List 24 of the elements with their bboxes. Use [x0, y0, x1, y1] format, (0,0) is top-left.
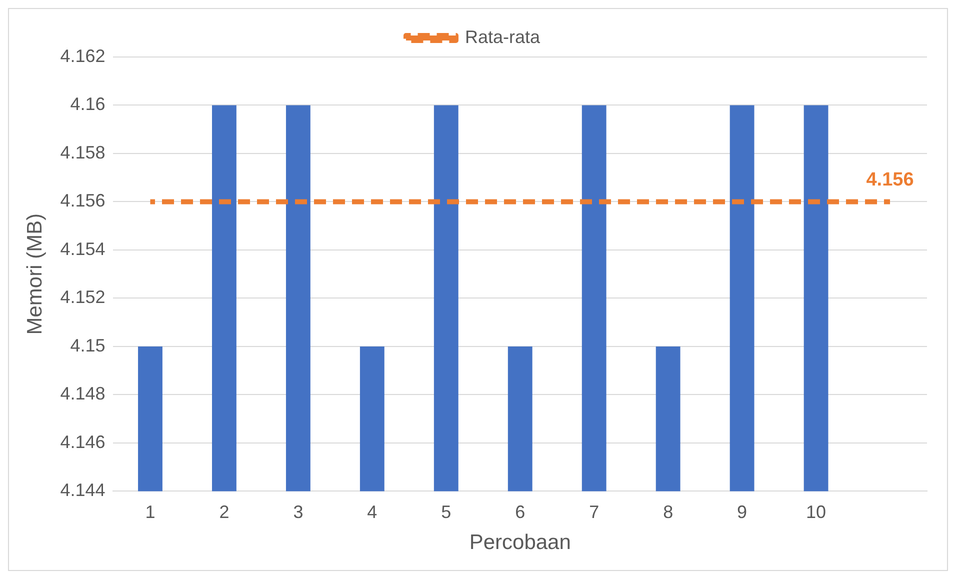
y-tick-label: 4.156	[60, 190, 106, 211]
x-tick-label: 6	[515, 502, 526, 522]
x-tick-label: 4	[367, 502, 378, 522]
data-label: 4.156	[866, 169, 914, 190]
y-tick-label: 4.152	[60, 287, 106, 308]
legend-label: Rata-rata	[464, 26, 542, 47]
x-tick-label: 10	[806, 502, 826, 522]
x-tick-label: 7	[589, 502, 600, 522]
y-tick-label: 4.162	[60, 46, 106, 66]
x-tick-label: 1	[145, 502, 156, 522]
x-tick-label: 2	[219, 502, 230, 522]
x-tick-label: 8	[663, 502, 674, 522]
y-tick-label: 4.144	[60, 480, 106, 500]
y-tick-label: 4.148	[60, 384, 106, 404]
y-tick-label: 4.146	[60, 432, 106, 452]
y-tick-label: 4.15	[70, 335, 106, 356]
y-tick-label: 4.16	[70, 94, 106, 114]
y-axis-title: Memori (MB)	[23, 213, 46, 335]
y-tick-label: 4.154	[60, 238, 106, 259]
x-tick-label: 5	[441, 502, 452, 522]
x-axis-title: Percobaan	[469, 531, 571, 554]
y-tick-label: 4.158	[60, 142, 106, 162]
x-tick-label: 3	[293, 502, 304, 522]
x-tick-label: 9	[737, 502, 748, 522]
